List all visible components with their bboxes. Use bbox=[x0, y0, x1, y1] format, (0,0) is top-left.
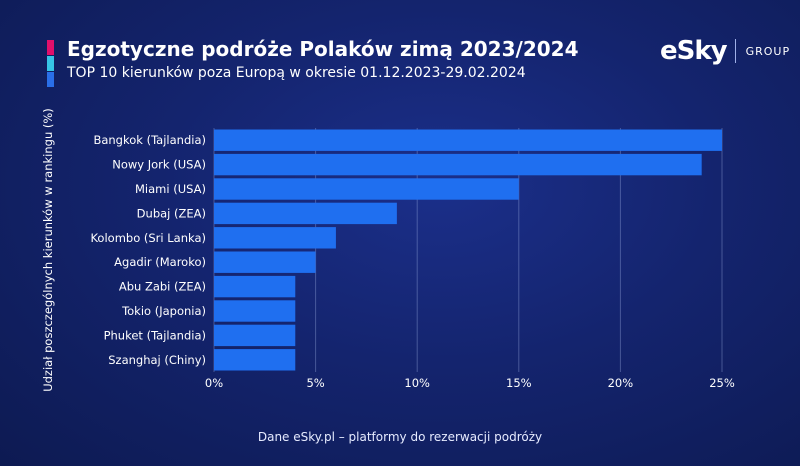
x-tick-label: 0% bbox=[205, 376, 223, 390]
bar bbox=[214, 275, 296, 298]
category-label: Abu Zabi (ZEA) bbox=[119, 280, 206, 294]
chart-subtitle: TOP 10 kierunków poza Europą w okresie 0… bbox=[67, 65, 526, 81]
logo-divider bbox=[734, 39, 736, 63]
category-label: Phuket (Tajlandia) bbox=[104, 328, 206, 342]
category-label: Kolombo (Sri Lanka) bbox=[90, 231, 206, 245]
accent-bar-blue bbox=[47, 72, 54, 87]
category-label: Dubaj (ZEA) bbox=[137, 206, 206, 220]
category-label: Bangkok (Tajlandia) bbox=[93, 133, 206, 147]
bar bbox=[214, 129, 722, 151]
category-label: Agadir (Maroko) bbox=[114, 255, 206, 269]
category-label: Tokio (Japonia) bbox=[121, 304, 206, 318]
chart-title: Egzotyczne podróże Polaków zimą 2023/202… bbox=[67, 37, 579, 61]
logo-brand: eSky bbox=[660, 36, 728, 66]
accent-bar-cyan bbox=[47, 56, 54, 71]
category-label: Szanghaj (Chiny) bbox=[108, 353, 206, 367]
bar bbox=[214, 251, 316, 273]
accent-bar-pink bbox=[47, 40, 54, 55]
source-note: Dane eSky.pl – platformy do rezerwacji p… bbox=[257, 430, 543, 444]
x-tick-label: 20% bbox=[608, 376, 634, 390]
logo-group-text: GROUP bbox=[745, 44, 791, 58]
bar bbox=[214, 349, 296, 371]
bar bbox=[214, 227, 336, 249]
bar bbox=[214, 324, 296, 347]
x-tick-label: 10% bbox=[404, 376, 430, 390]
bar bbox=[214, 202, 397, 225]
bar bbox=[214, 153, 702, 176]
category-label: Miami (USA) bbox=[135, 182, 206, 196]
esky-logo: eSky GROUP bbox=[660, 36, 790, 66]
x-tick-label: 5% bbox=[306, 376, 324, 390]
x-tick-label: 25% bbox=[709, 376, 735, 390]
x-tick-label: 15% bbox=[506, 376, 532, 390]
bar bbox=[214, 300, 296, 322]
category-label: Nowy Jork (USA) bbox=[112, 158, 206, 172]
bar bbox=[214, 178, 519, 200]
